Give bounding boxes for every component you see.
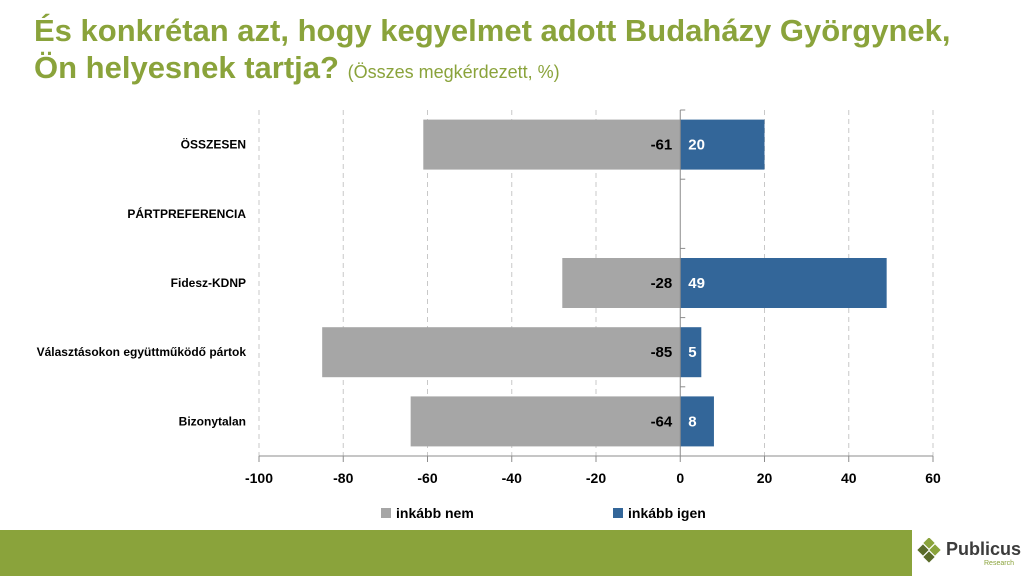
data-label-inkabb-igen: 5 — [688, 344, 696, 361]
category-label: PÁRTPREFERENCIA — [127, 206, 246, 221]
chart-legend: inkább nem inkább igen — [381, 505, 706, 521]
x-tick-label: -100 — [245, 470, 273, 486]
x-tick-label: 20 — [757, 470, 773, 486]
x-tick-label: -20 — [586, 470, 606, 486]
chart-labels: -100 -80 -60 -40 -20 0 20 40 60 ÖSSZESEN -61 20 PÁRT… — [37, 137, 941, 486]
category-label: ÖSSZESEN — [181, 137, 246, 152]
chart-axes — [258, 109, 934, 462]
legend-swatch — [613, 508, 623, 518]
bar-inkabb-nem — [562, 258, 681, 308]
logo: Publicus Research — [912, 530, 1024, 576]
legend-label: inkább nem — [396, 505, 474, 521]
bar-inkabb-igen — [680, 327, 702, 378]
title-main: És konkrétan azt, hogy kegyelmet adott B… — [34, 13, 951, 85]
x-tick-label: -80 — [333, 470, 353, 486]
x-tick-label: 40 — [841, 470, 857, 486]
bar-inkabb-nem — [322, 327, 681, 378]
x-tick-label: 0 — [676, 470, 684, 486]
bar-inkabb-igen — [680, 258, 887, 308]
chart-bars — [322, 119, 887, 447]
logo-subtext: Research — [984, 560, 1014, 567]
footer-bar — [0, 530, 1024, 576]
data-label-inkabb-nem: -64 — [651, 413, 673, 430]
data-label-inkabb-igen: 8 — [688, 413, 696, 430]
logo-text: Publicus — [946, 539, 1022, 559]
data-label-inkabb-igen: 49 — [688, 275, 705, 292]
publicus-diamond-icon — [917, 538, 941, 563]
data-label-inkabb-nem: -28 — [651, 275, 673, 292]
category-label: Fidesz-KDNP — [171, 276, 246, 290]
data-label-inkabb-nem: -61 — [651, 137, 673, 154]
data-label-inkabb-nem: -85 — [651, 344, 673, 361]
bar-inkabb-nem — [423, 119, 681, 170]
bar-inkabb-igen — [680, 119, 765, 170]
page-title: És konkrétan azt, hogy kegyelmet adott B… — [34, 12, 994, 91]
diverging-bar-chart: -100 -80 -60 -40 -20 0 20 40 60 ÖSSZESEN -61 20 PÁRT… — [37, 109, 941, 521]
category-label: Választásokon együttműködő pártok — [37, 345, 247, 359]
bar-inkabb-igen — [680, 396, 714, 447]
x-tick-label: -40 — [502, 470, 522, 486]
category-label: Bizonytalan — [179, 414, 246, 428]
data-label-inkabb-igen: 20 — [688, 137, 705, 154]
legend-swatch — [381, 508, 391, 518]
legend-label: inkább igen — [628, 505, 706, 521]
bar-inkabb-nem — [410, 396, 681, 447]
x-tick-label: -60 — [417, 470, 437, 486]
title-subtitle: (Összes megkérdezett, %) — [347, 62, 560, 82]
x-tick-label: 60 — [925, 470, 941, 486]
